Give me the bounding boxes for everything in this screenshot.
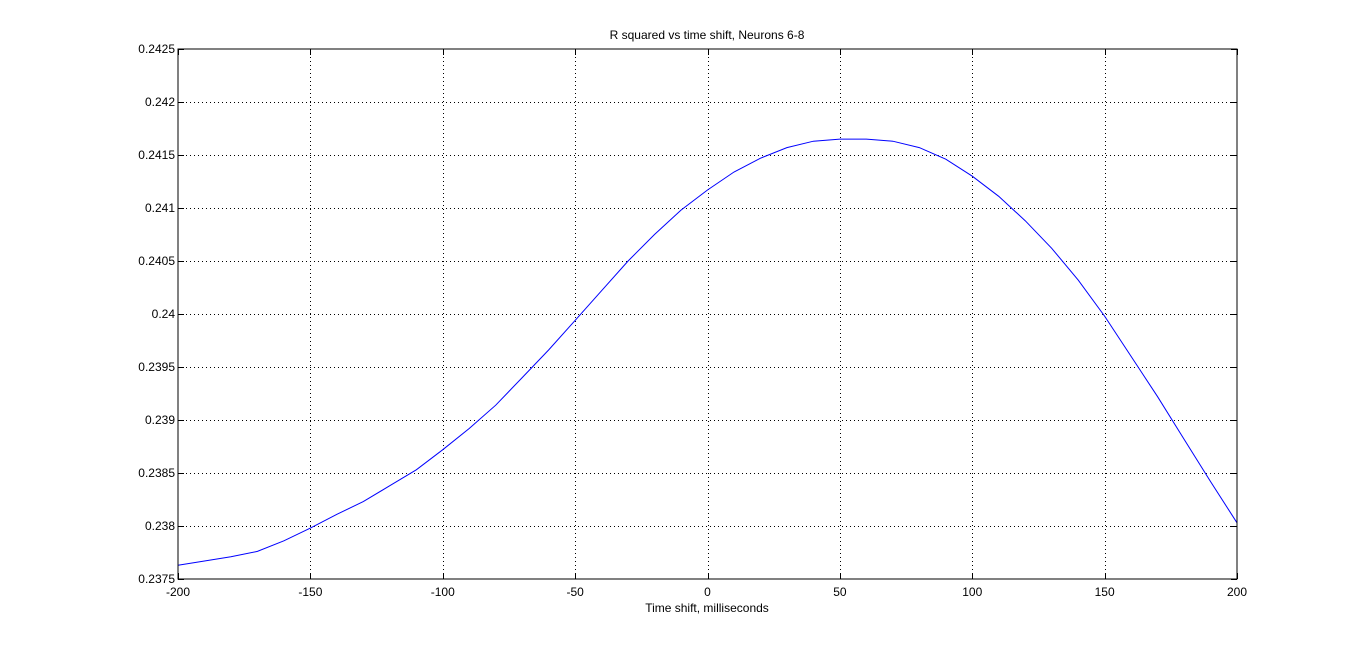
- x-axis-label: Time shift, milliseconds: [645, 601, 769, 615]
- y-tick-label: 0.2405: [138, 254, 175, 268]
- grid-lines: [178, 49, 1237, 579]
- y-tick-label: 0.2415: [138, 148, 175, 162]
- x-tick-label: -150: [298, 585, 322, 599]
- y-tick-label: 0.2395: [138, 360, 175, 374]
- x-tick-labels: -200 -150 -100 -50 0 50 100 150 200: [166, 585, 1247, 599]
- x-tick-label: 150: [1095, 585, 1115, 599]
- y-tick-label: 0.239: [145, 413, 175, 427]
- y-tick-labels: 0.2375 0.238 0.2385 0.239 0.2395 0.24 0.2405 0.…: [138, 42, 175, 586]
- chart-title: R squared vs time shift, Neurons 6-8: [610, 28, 805, 42]
- y-tick-label: 0.2425: [138, 42, 175, 56]
- x-tick-label: -200: [166, 585, 190, 599]
- series-layer: [177, 138, 1238, 566]
- x-tick-label: 50: [833, 585, 847, 599]
- y-tick-label: 0.24: [152, 307, 176, 321]
- y-tick-label: 0.238: [145, 519, 175, 533]
- series-line: [177, 138, 1238, 566]
- y-tick-label: 0.242: [145, 95, 175, 109]
- y-tick-label: 0.2385: [138, 466, 175, 480]
- x-tick-label: 200: [1227, 585, 1247, 599]
- x-tick-label: -50: [566, 585, 584, 599]
- axes-box: [177, 48, 1238, 580]
- y-tick-label: 0.2375: [138, 572, 175, 586]
- x-tick-label: -100: [431, 585, 455, 599]
- x-tick-label: 0: [704, 585, 711, 599]
- x-tick-label: 100: [962, 585, 982, 599]
- y-tick-label: 0.241: [145, 201, 175, 215]
